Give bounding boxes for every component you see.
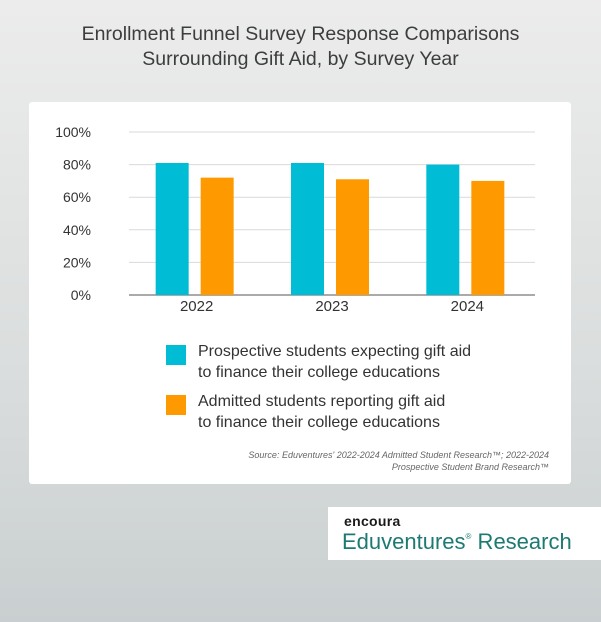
logo-name: Eduventures® Research <box>342 529 572 555</box>
x-tick-label-2022: 2022 <box>180 298 213 315</box>
y-tick-label-80: 80% <box>63 157 91 173</box>
y-tick-label-100: 100% <box>55 124 91 140</box>
chart-card: 0% 20% 40% 60% 80% 100% 2022 2023 2024 Prospecti… <box>29 102 571 484</box>
source-note-line-2: Prospective Student Brand Research™ <box>391 462 549 472</box>
logo-name-text: Eduventures <box>342 529 466 554</box>
chart-title-line-2: Surrounding Gift Aid, by Survey Year <box>142 48 459 70</box>
chart-title-line-1: Enrollment Funnel Survey Response Compar… <box>81 23 520 45</box>
y-tick-label-60: 60% <box>63 189 91 205</box>
legend-label-prospective-line-2: to finance their college educations <box>198 364 440 381</box>
x-tick-label-2024: 2024 <box>451 298 484 315</box>
y-tick-label-40: 40% <box>63 222 91 238</box>
legend-label-admitted-line-1: Admitted students reporting gift aid <box>198 393 446 410</box>
legend-swatch-admitted <box>166 395 186 415</box>
eduventures-logo: encoura Eduventures® Research <box>328 507 601 560</box>
y-tick-label-0: 0% <box>71 287 91 303</box>
bar-admitted-2024 <box>471 180 505 295</box>
source-note-line-1: Source: Eduventures' 2022-2024 Admitted … <box>248 450 549 460</box>
source-note: Source: Eduventures' 2022-2024 Admitted … <box>129 449 549 473</box>
legend-swatch-prospective <box>166 345 186 365</box>
bar-prospective-2022 <box>155 162 189 295</box>
bar-prospective-2024 <box>426 164 460 295</box>
bar-admitted-2022 <box>200 177 234 295</box>
bar-prospective-2023 <box>291 162 324 295</box>
legend-label-prospective-line-1: Prospective students expecting gift aid <box>198 343 472 360</box>
logo-registered-mark: ® <box>465 532 472 541</box>
bar-admitted-2023 <box>336 179 369 295</box>
x-tick-label-2023: 2023 <box>315 298 348 315</box>
logo-brand: encoura <box>344 513 401 529</box>
legend-label-prospective: Prospective students expecting gift aid … <box>198 341 518 383</box>
chart-title: Enrollment Funnel Survey Response Compar… <box>0 22 601 72</box>
legend-label-admitted-line-2: to finance their college educations <box>198 414 440 431</box>
legend-label-admitted: Admitted students reporting gift aid to … <box>198 391 518 433</box>
bar-chart: 0% 20% 40% 60% 80% 100% 2022 2023 2024 <box>55 124 535 315</box>
y-tick-label-20: 20% <box>63 254 91 270</box>
logo-suffix: Research <box>471 529 572 554</box>
